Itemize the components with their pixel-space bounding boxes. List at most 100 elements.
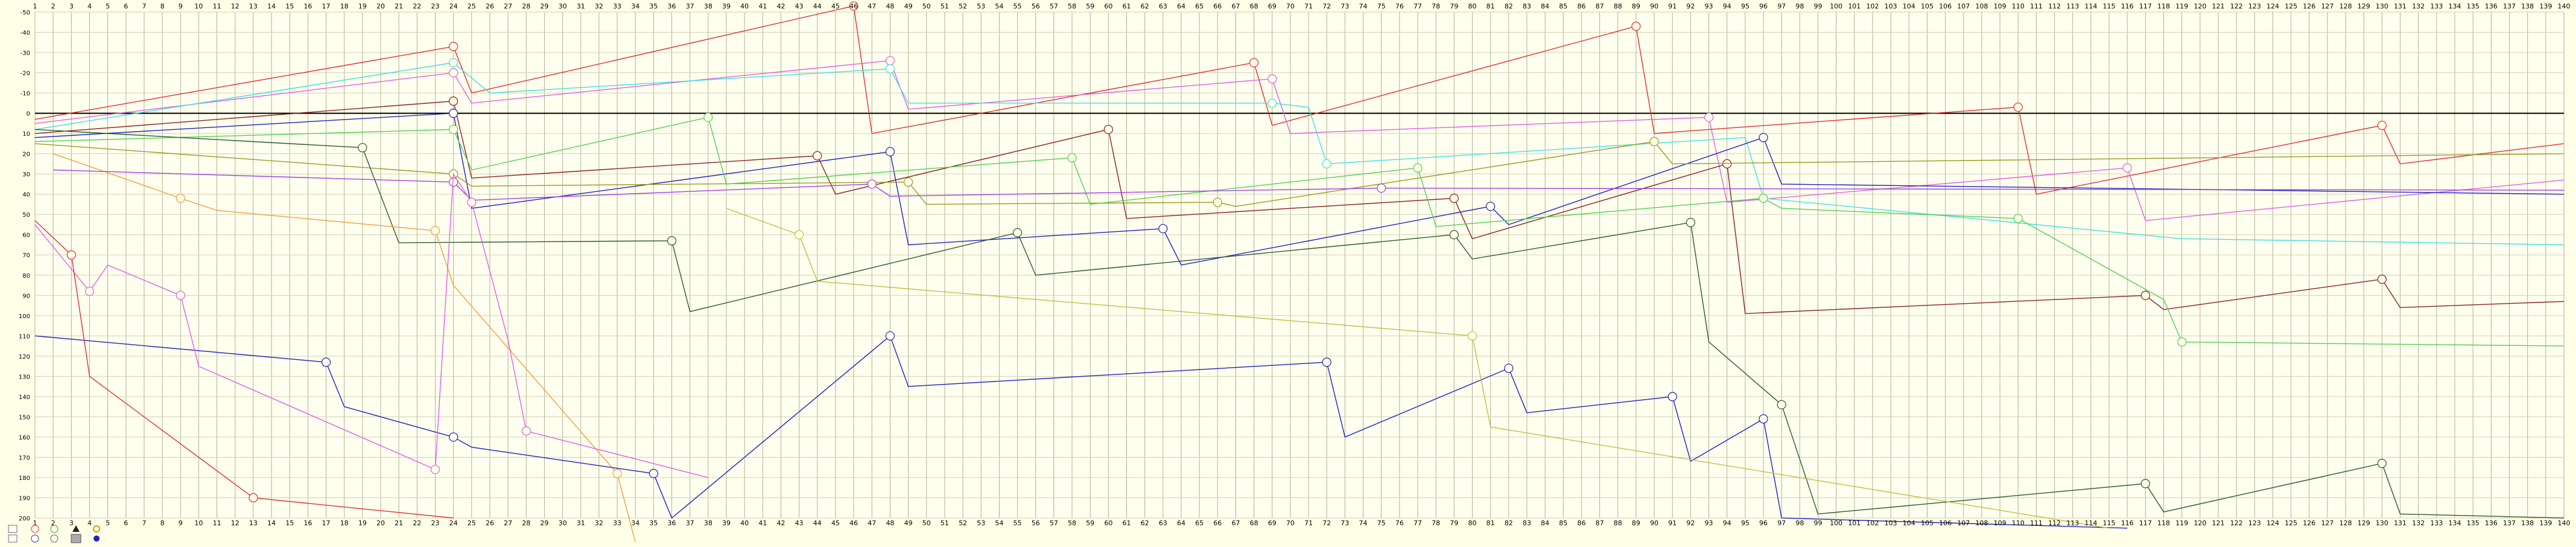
triangle-symbol-icon: [72, 525, 80, 532]
x-tick-label-bottom: 76: [1395, 519, 1404, 527]
x-tick-label-top: 4: [87, 2, 92, 10]
x-tick-label-bottom: 110: [2012, 519, 2025, 527]
y-tick-label: 150: [19, 414, 30, 421]
x-tick-label-top: 114: [2084, 2, 2097, 10]
series-marker: [1103, 124, 1113, 135]
x-tick-label-bottom: 23: [431, 519, 439, 527]
x-tick-label-top: 23: [431, 2, 439, 10]
x-tick-label-bottom: 28: [522, 519, 530, 527]
x-tick-label-top: 38: [704, 2, 712, 10]
y-tick-label: 50: [22, 212, 30, 219]
x-tick-label-top: 81: [1486, 2, 1495, 10]
x-tick-label-top: 115: [2103, 2, 2116, 10]
x-tick-label-top: 9: [179, 2, 183, 10]
x-tick-label-bottom: 39: [722, 519, 731, 527]
x-tick-label-bottom: 117: [2139, 519, 2152, 527]
series-line-14: [726, 208, 2110, 529]
x-tick-label-bottom: 54: [995, 519, 1003, 527]
x-tick-label-bottom: 12: [231, 519, 240, 527]
x-tick-label-top: 104: [1903, 2, 1915, 10]
series-marker: [2177, 337, 2187, 347]
x-tick-label-top: 85: [1559, 2, 1567, 10]
x-tick-label-bottom: 113: [2066, 519, 2079, 527]
x-tick-label-bottom: 68: [1250, 519, 1258, 527]
x-tick-label-top: 49: [904, 2, 913, 10]
series-line-4: [34, 100, 2565, 315]
x-tick-label-bottom: 138: [2521, 519, 2534, 527]
x-tick-label-bottom: 10: [194, 519, 203, 527]
x-tick-label-bottom: 61: [1122, 519, 1131, 527]
y-tick-label: 140: [19, 394, 30, 401]
x-tick-label-bottom: 93: [1705, 519, 1713, 527]
x-tick-label-bottom: 8: [160, 519, 165, 527]
x-tick-label-top: 28: [522, 2, 530, 10]
series-marker: [467, 197, 477, 207]
x-tick-label-top: 95: [1741, 2, 1750, 10]
x-tick-label-bottom: 51: [941, 519, 949, 527]
chart-axes: 1122334455667788991010111112121313141415…: [19, 2, 2571, 527]
x-tick-label-top: 126: [2303, 2, 2315, 10]
y-tick-label: 110: [19, 333, 30, 340]
series-marker: [1759, 133, 1768, 142]
x-tick-label-top: 27: [504, 2, 512, 10]
x-tick-label-bottom: 94: [1723, 519, 1731, 527]
x-tick-label-bottom: 80: [1468, 519, 1477, 527]
x-tick-label-bottom: 46: [849, 519, 858, 527]
x-tick-label-bottom: 125: [2285, 519, 2297, 527]
x-tick-label-top: 110: [2012, 2, 2025, 10]
x-tick-label-top: 122: [2230, 2, 2243, 10]
x-tick-label-bottom: 116: [2121, 519, 2134, 527]
y-tick-label: -40: [21, 30, 30, 37]
x-tick-label-bottom: 60: [1104, 519, 1112, 527]
series-marker: [449, 68, 458, 78]
circle-symbol-icon: [50, 534, 59, 543]
series-marker: [2013, 214, 2023, 223]
x-tick-label-top: 10: [194, 2, 203, 10]
x-tick-label-bottom: 90: [1650, 519, 1658, 527]
x-tick-label-top: 128: [2340, 2, 2352, 10]
y-tick-label: 0: [27, 111, 30, 118]
x-tick-label-bottom: 52: [959, 519, 967, 527]
x-tick-label-bottom: 119: [2175, 519, 2188, 527]
y-tick-label: -30: [21, 50, 30, 57]
x-tick-label-bottom: 114: [2084, 519, 2097, 527]
x-tick-label-top: 102: [1866, 2, 1879, 10]
x-tick-label-bottom: 69: [1268, 519, 1277, 527]
series-marker: [867, 179, 877, 189]
x-tick-label-bottom: 22: [413, 519, 421, 527]
x-tick-label-top: 130: [2376, 2, 2388, 10]
y-tick-label: 20: [22, 152, 30, 158]
x-tick-label-top: 90: [1650, 2, 1658, 10]
series-marker: [885, 64, 895, 74]
x-tick-label-top: 44: [813, 2, 822, 10]
x-tick-label-top: 48: [886, 2, 894, 10]
series-marker: [2377, 458, 2387, 469]
legend-icons: [8, 525, 100, 543]
x-tick-label-bottom: 36: [668, 519, 676, 527]
y-tick-label: 180: [19, 475, 30, 482]
x-tick-label-top: 137: [2503, 2, 2516, 10]
x-tick-label-top: 8: [160, 2, 165, 10]
x-tick-label-bottom: 127: [2321, 519, 2333, 527]
series-marker: [1777, 400, 1786, 409]
x-tick-label-bottom: 32: [595, 519, 603, 527]
x-tick-label-bottom: 139: [2539, 519, 2552, 527]
x-tick-label-bottom: 88: [1614, 519, 1622, 527]
x-tick-label-bottom: 35: [649, 519, 658, 527]
x-tick-label-bottom: 17: [322, 519, 331, 527]
x-tick-label-top: 63: [1159, 2, 1167, 10]
series-marker: [1722, 159, 1732, 168]
series-line-11: [34, 335, 2128, 529]
x-tick-label-top: 136: [2485, 2, 2498, 10]
series-marker: [795, 230, 804, 240]
series-marker: [885, 56, 895, 66]
series-marker: [1322, 159, 1331, 168]
x-tick-label-bottom: 128: [2340, 519, 2352, 527]
x-tick-label-bottom: 84: [1541, 519, 1549, 527]
x-tick-label-bottom: 126: [2303, 519, 2315, 527]
series-marker: [249, 493, 258, 503]
x-tick-label-top: 121: [2212, 2, 2224, 10]
x-tick-label-bottom: 98: [1795, 519, 1804, 527]
x-tick-label-bottom: 115: [2103, 519, 2116, 527]
x-tick-label-bottom: 53: [977, 519, 985, 527]
